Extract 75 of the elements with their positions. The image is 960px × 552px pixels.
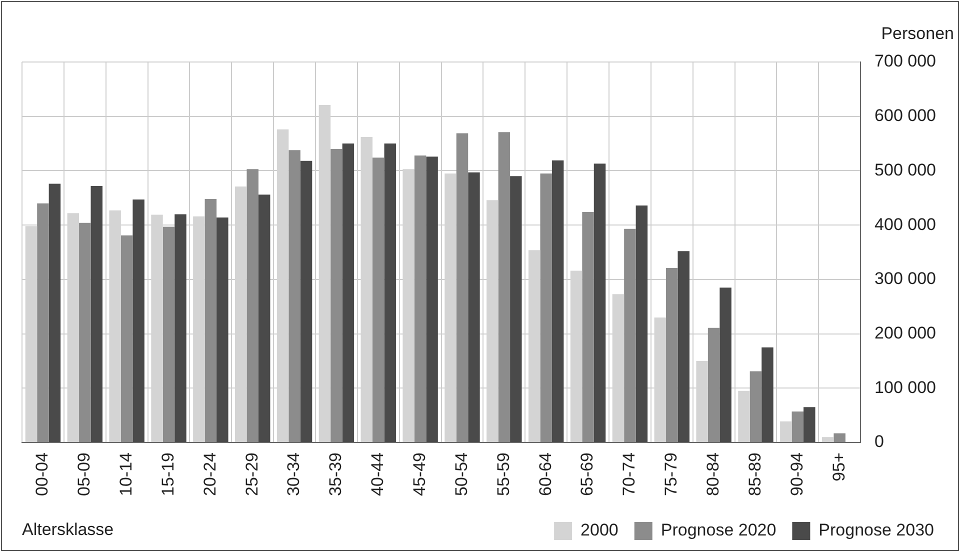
y-tick-label: 300 000 [874,269,936,288]
legend-label: 2000 [580,520,618,540]
bar [48,184,61,442]
bar [804,407,816,442]
bar [708,328,720,442]
bar [762,347,774,442]
x-tick-label: 50-54 [452,452,471,496]
x-tick-label: 00-04 [32,452,52,496]
bar [738,390,750,442]
x-tick-label: 70-74 [620,452,639,496]
bar [162,226,175,442]
bar [468,172,480,442]
bar [300,160,312,442]
y-tick-label: 0 [874,432,884,452]
bar [414,156,426,442]
bar [498,132,510,442]
bar [636,206,648,442]
x-tick-label: 45-49 [410,452,429,496]
x-tick-label: 35-39 [326,452,346,496]
x-tick-label: 85-89 [745,452,764,496]
bar [174,214,186,442]
bar [792,412,804,442]
bar [79,222,91,442]
bar [90,186,102,442]
bar [426,156,438,442]
x-tick-label: 15-19 [158,452,178,496]
bar [510,176,522,442]
bar [330,148,342,442]
bar [720,288,732,442]
bar [750,371,762,442]
x-axis-title: Altersklasse [22,520,114,540]
y-tick-label: 100 000 [874,378,936,397]
y-tick-label: 200 000 [874,323,936,342]
bar [822,437,834,442]
x-tick-label: 60-64 [536,452,555,496]
legend-label: Prognose 2020 [660,520,776,540]
bar [456,133,468,442]
bar [552,160,564,442]
x-tick-label: 10-14 [116,452,136,496]
x-tick-label: 40-44 [368,452,388,496]
x-tick-label: 90-94 [787,452,806,496]
x-tick-label: 95+ [829,452,848,482]
y-tick-label: 600 000 [874,106,936,126]
x-tick-label: 65-69 [578,452,597,496]
bar [834,433,846,442]
bar [258,194,270,442]
bar [624,228,636,442]
bar [246,169,258,442]
x-tick-label: 05-09 [74,452,94,496]
bar [204,198,217,442]
bar [372,158,384,442]
bar [582,212,594,442]
bar [594,164,606,442]
y-axis-title: Personen [881,24,954,44]
x-tick-label: 25-29 [242,452,262,496]
y-tick-label: 400 000 [874,214,936,234]
x-tick-label: 30-34 [284,452,304,496]
x-tick-label: 55-59 [494,452,513,496]
bar [132,200,144,442]
bar [342,144,354,442]
x-tick-label: 20-24 [200,452,220,496]
bar [780,421,792,442]
bar [678,251,690,442]
y-tick-label: 500 000 [874,160,936,180]
y-tick-label: 700 000 [874,52,936,71]
bar [120,235,133,442]
x-tick-label: 80-84 [703,452,722,496]
bar [384,144,396,442]
bar [288,150,300,442]
bar [666,268,678,442]
bar [540,173,552,442]
x-tick-label: 75-79 [662,452,681,496]
bar [216,217,228,442]
legend-label: Prognose 2030 [818,520,934,540]
bar [37,203,49,442]
